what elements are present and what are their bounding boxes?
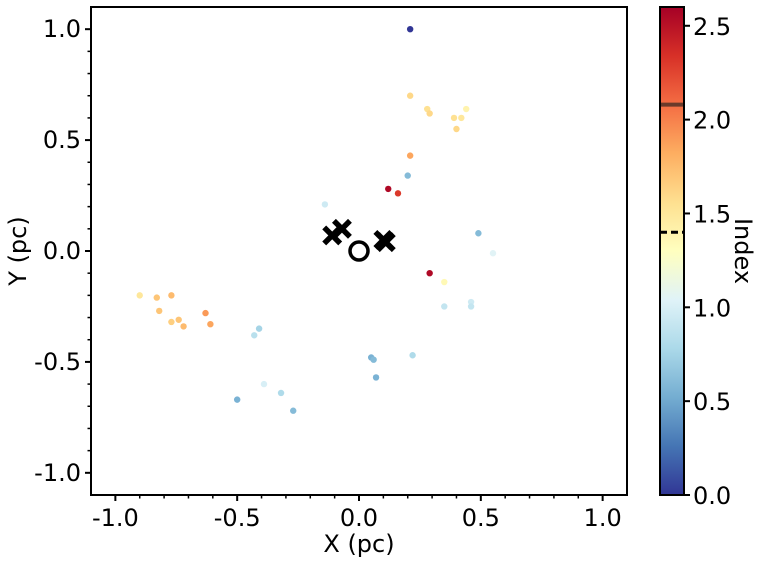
scatter-point — [156, 307, 163, 315]
plot-area: -1.0 -0.5 0.0 0.5 1.0 1.0 0.5 0.0 -0.5 -1.0 — [34, 6, 628, 532]
scatter-point — [463, 105, 470, 113]
y-tick-label: -1.0 — [34, 459, 81, 487]
data-points — [136, 25, 497, 414]
cross-marker — [375, 232, 396, 253]
y-tick-label: -0.5 — [34, 348, 81, 376]
cross-marker — [332, 218, 352, 239]
colorbar-tick-label: 1.5 — [693, 200, 731, 228]
scatter-point — [251, 332, 258, 339]
scatter-point — [372, 374, 380, 381]
scatter-point — [394, 190, 402, 197]
colorbar-ticks: 0.0 0.5 1.0 1.5 2.0 2.5 — [684, 13, 731, 510]
scatter-point — [168, 292, 175, 299]
scatter-point — [202, 309, 209, 317]
scatter-point — [489, 250, 497, 257]
colorbar-frame — [659, 6, 685, 496]
scatter-point — [458, 114, 465, 122]
colorbar-tick-label: 1.0 — [693, 294, 731, 322]
scatter-point — [467, 298, 475, 306]
scatter-point — [136, 292, 143, 299]
scatter-point — [467, 303, 475, 310]
scatter-point — [450, 114, 458, 122]
scatter-point — [385, 185, 392, 193]
scatter-point — [153, 294, 160, 301]
scatter-point — [406, 152, 414, 159]
scatter-point — [321, 201, 329, 208]
colorbar-threshold-lines — [660, 102, 684, 234]
y-tick-label: 1.0 — [43, 15, 81, 43]
scatter-point — [180, 323, 187, 330]
scatter-point — [406, 92, 414, 99]
scatter-point — [207, 321, 214, 328]
scatter-point — [175, 316, 182, 323]
y-tick-label: 0.5 — [43, 126, 81, 154]
scatter-point — [260, 380, 268, 388]
scatter-point — [409, 352, 416, 359]
x-axis-label: X (pc) — [323, 530, 394, 558]
scatter-point — [426, 269, 433, 277]
scatter-point — [233, 396, 241, 403]
special-markers — [322, 218, 396, 262]
circle-marker — [348, 240, 370, 262]
colorbar: 0.0 0.5 1.0 1.5 2.0 2.5 Index — [659, 6, 757, 510]
scatter-point — [441, 278, 448, 286]
scatter-point — [406, 25, 414, 33]
x-tick-label: -1.0 — [92, 504, 139, 532]
scatter-point — [168, 318, 175, 326]
x-tick-label: 0.5 — [462, 504, 500, 532]
scatter-point — [441, 303, 448, 310]
plot-frame — [90, 6, 628, 496]
scatter-point — [426, 110, 433, 117]
scatter-point — [255, 325, 263, 332]
y-axis-label: Y (pc) — [4, 216, 32, 286]
scatter-point — [475, 230, 482, 237]
x-tick-label: -0.5 — [214, 504, 261, 532]
x-axis-ticks: -1.0 -0.5 0.0 0.5 1.0 — [92, 495, 622, 532]
scatter-point — [404, 172, 411, 179]
colorbar-label: Index — [729, 218, 757, 284]
colorbar-tick-label: 2.0 — [693, 107, 731, 135]
scatter-point — [277, 389, 285, 397]
colorbar-tick-label: 0.5 — [693, 388, 731, 416]
scatter-point — [290, 407, 297, 414]
colorbar-tick-label: 2.5 — [693, 13, 731, 41]
x-tick-label: 0.0 — [340, 504, 378, 532]
colorbar-gradient — [660, 7, 684, 495]
y-tick-label: 0.0 — [43, 237, 81, 265]
x-tick-label: 1.0 — [584, 504, 622, 532]
scatter-point — [370, 356, 377, 363]
y-axis-ticks: 1.0 0.5 0.0 -0.5 -1.0 — [34, 15, 91, 487]
colorbar-tick-label: 0.0 — [693, 482, 731, 510]
scatter-point — [453, 125, 460, 133]
